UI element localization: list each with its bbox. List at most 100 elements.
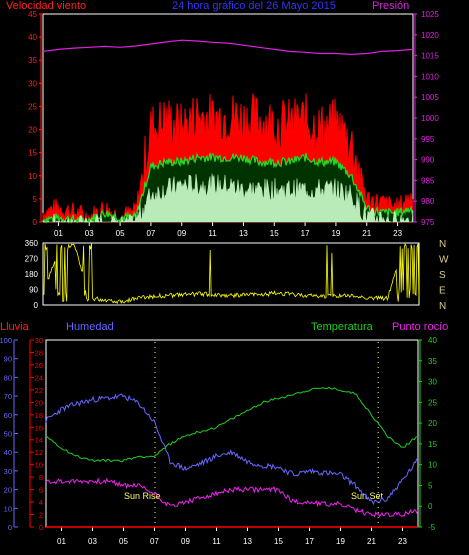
x3-tick-label: 11 [212,537,221,546]
sun-marker-dot [154,372,156,373]
hum-tick-label: 70 [4,392,12,401]
rain-tick-label: 26 [35,361,43,370]
sun-marker-dot [154,457,156,458]
temp-tick-label: -5 [428,523,436,532]
sun-marker-dot [154,392,156,393]
wind-tick-label: 25 [28,102,37,111]
dir-tick-label: 270 [25,255,39,264]
sun-marker-dot [377,357,379,358]
sun-marker-dot [377,387,379,388]
sun-marker-dot [377,427,379,428]
cardinal-label: N [439,301,446,312]
wind-tick-label: 0 [33,218,38,227]
pressure-tick-label: 985 [421,176,435,185]
sun-marker-dot [154,472,156,473]
x3-tick-label: 21 [367,537,376,546]
x-tick-label: 15 [270,229,279,238]
x3-tick-label: 07 [150,537,159,546]
chart-title: 24 hora gráfico del 26 Mayo 2015 [172,0,336,12]
x-tick-label: 07 [146,229,155,238]
hum-tick-label: 0 [8,523,12,532]
x3-tick-label: 03 [88,537,97,546]
sun-marker-dot [377,347,379,348]
sun-marker-dot [377,412,379,413]
hum-tick-label: 20 [4,486,12,495]
sun-marker-dot [154,357,156,358]
sun-marker-dot [154,462,156,463]
sun-marker-dot [377,457,379,458]
pressure-tick-label: 995 [421,135,435,144]
sun-marker-dot [154,377,156,378]
hum-tick-label: 50 [4,430,12,439]
pressure-tick-label: 990 [421,156,435,165]
wind-tick-label: 5 [33,195,38,204]
sun-marker-dot [377,467,379,468]
sun-marker-dot [377,512,379,513]
rain-tick-label: 12 [35,448,43,457]
rain-tick-label: 14 [35,436,43,445]
sun-marker-dot [377,462,379,463]
x-tick-label: 11 [208,229,217,238]
rain-tick-label: 16 [35,423,43,432]
sun-marker-dot [377,352,379,353]
pressure-tick-label: 1000 [421,114,439,123]
hum-tick-label: 30 [4,467,12,476]
sun-marker-dot [154,507,156,508]
x-tick-label: 19 [331,229,340,238]
x3-tick-label: 13 [243,537,252,546]
sunset-label: Sun Set [351,491,384,501]
temp-tick-label: 20 [428,419,437,428]
series-direction [42,243,420,305]
x3-tick-label: 23 [398,537,407,546]
series-avg [42,152,414,225]
sun-marker-dot [154,342,156,343]
x-tick-label: 21 [362,229,371,238]
sun-marker-dot [377,447,379,448]
sun-marker-dot [154,487,156,488]
temperature-label: Temperatura [311,321,373,333]
sun-marker-dot [377,522,379,523]
sun-marker-dot [377,397,379,398]
x-tick-label: 01 [54,229,63,238]
panel3-frame [45,339,419,528]
series-pressure [42,39,414,56]
x-tick-label: 09 [177,229,186,238]
sun-marker-dot [154,347,156,348]
series-humidity [45,393,419,506]
temp-tick-label: 30 [428,378,437,387]
wind-label: Velocidad viento [6,0,87,12]
temp-tick-label: 35 [428,357,437,366]
rain-tick-label: 8 [39,473,43,482]
temp-tick-label: 40 [428,336,437,345]
rain-tick-label: 2 [39,511,43,520]
sun-marker-dot [377,472,379,473]
x3-tick-label: 17 [305,537,314,546]
sun-marker-dot [154,477,156,478]
rain-label: Lluvia [0,321,29,333]
sun-marker-dot [154,517,156,518]
pressure-tick-label: 1025 [421,10,439,19]
sun-marker-dot [154,467,156,468]
sun-marker-dot [154,367,156,368]
sun-marker-dot [377,402,379,403]
rain-tick-label: 28 [35,348,43,357]
sun-marker-dot [377,417,379,418]
rain-tick-label: 30 [35,336,43,345]
dir-tick-label: 90 [29,286,38,295]
sun-marker-dot [377,407,379,408]
sun-marker-dot [377,452,379,453]
sun-marker-dot [377,487,379,488]
wind-tick-label: 30 [28,79,37,88]
temp-tick-label: 5 [428,481,433,490]
x-tick-label: 05 [116,229,125,238]
temp-tick-label: 0 [428,502,433,511]
sun-marker-dot [377,437,379,438]
sun-marker-dot [377,432,379,433]
sun-marker-dot [154,522,156,523]
x3-tick-label: 09 [181,537,190,546]
series-temperature [45,386,419,463]
sun-marker-dot [154,352,156,353]
wind-tick-label: 35 [28,56,37,65]
rain-tick-label: 10 [35,461,43,470]
x3-tick-label: 15 [274,537,283,546]
